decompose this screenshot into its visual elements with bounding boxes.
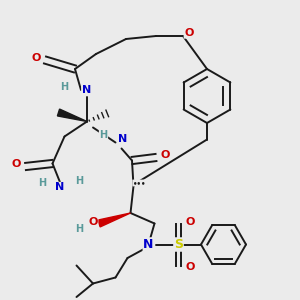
Text: N: N [82, 85, 91, 95]
Text: O: O [186, 262, 195, 272]
Text: N: N [118, 134, 127, 145]
Text: H: H [38, 178, 46, 188]
Text: H: H [75, 176, 84, 187]
Text: N: N [143, 238, 154, 251]
Text: H: H [99, 130, 108, 140]
Text: O: O [31, 53, 41, 64]
Text: H: H [60, 82, 69, 92]
Text: •••: ••• [133, 180, 146, 186]
Text: O: O [160, 149, 170, 160]
Text: S: S [174, 238, 183, 251]
Text: O: O [186, 217, 195, 227]
Polygon shape [57, 109, 87, 122]
Text: H: H [75, 224, 84, 234]
Text: N: N [56, 182, 64, 193]
Polygon shape [98, 213, 130, 227]
Text: O: O [12, 159, 21, 169]
Text: O: O [88, 217, 98, 227]
Text: O: O [184, 28, 194, 38]
